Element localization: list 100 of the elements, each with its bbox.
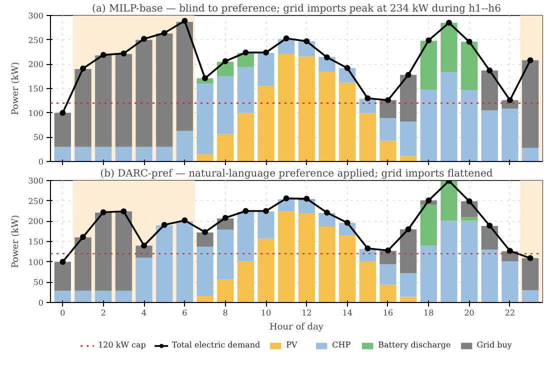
bar: [460, 217, 478, 221]
bar: [440, 22, 458, 72]
bar: [420, 246, 437, 302]
y-axis-title: Power (kW): [11, 62, 22, 116]
bar: [359, 112, 376, 162]
bar: [318, 226, 336, 302]
bar: [74, 146, 92, 162]
point: [344, 65, 350, 72]
bar: [136, 40, 152, 147]
bar: [217, 279, 234, 302]
bar: [502, 261, 518, 302]
bar: [380, 118, 396, 141]
point: [384, 97, 391, 104]
bar: [460, 42, 478, 90]
bar: [258, 86, 274, 162]
bar: [196, 84, 214, 154]
point: [100, 209, 106, 216]
bar: [115, 211, 132, 291]
point: [80, 66, 86, 72]
point: [263, 208, 270, 214]
point: [263, 49, 270, 56]
bar: [380, 140, 396, 162]
bar: [440, 180, 458, 221]
bar: [258, 238, 274, 302]
point: [324, 54, 330, 60]
bar: [522, 258, 539, 290]
point: [304, 38, 310, 44]
point: [384, 247, 391, 254]
x-tick-label: 0: [60, 308, 66, 318]
bar: [338, 236, 356, 302]
y-tick-label: 0: [38, 158, 44, 166]
x-tick-label: 16: [382, 308, 394, 318]
bar: [115, 146, 132, 162]
bar: [115, 54, 132, 147]
point: [466, 198, 472, 204]
bar: [156, 146, 173, 162]
point: [506, 97, 513, 104]
point: [527, 57, 534, 64]
point: [60, 110, 66, 116]
bar: [176, 130, 194, 162]
point: [364, 245, 371, 252]
point: [304, 196, 310, 202]
y-tick-label: 100: [28, 108, 44, 118]
bar: [400, 122, 417, 156]
bar: [237, 212, 254, 262]
x-tick-label: 8: [222, 308, 228, 318]
bar: [196, 232, 214, 247]
point: [283, 35, 290, 42]
point: [161, 222, 168, 228]
bar: [298, 200, 315, 214]
x-tick-label: 22: [504, 308, 516, 318]
bar: [136, 258, 152, 302]
bar: [258, 52, 274, 86]
point: [405, 72, 412, 78]
bar: [217, 76, 234, 134]
bar: [420, 89, 437, 162]
bar: [54, 146, 72, 162]
point: [283, 195, 290, 202]
bar: [54, 262, 72, 291]
bar: [460, 90, 478, 162]
bar: [176, 22, 194, 131]
point: [182, 217, 188, 224]
bar: [380, 250, 396, 264]
point: [242, 49, 249, 56]
bar: [522, 148, 539, 162]
legend-label: PV: [286, 340, 298, 350]
legend-label: Grid buy: [476, 340, 512, 350]
x-tick-label: 6: [182, 308, 188, 318]
bar: [380, 264, 396, 285]
point: [344, 220, 350, 226]
point: [466, 38, 472, 45]
bar: [400, 229, 417, 274]
x-tick-label: 12: [302, 308, 312, 318]
bar: [481, 110, 498, 162]
point: [60, 258, 66, 265]
bar: [74, 237, 92, 291]
point: [486, 222, 493, 229]
y-tick-label: 300: [28, 176, 44, 186]
bar: [95, 290, 112, 302]
bar: [237, 67, 254, 113]
bar: [95, 55, 112, 147]
bar: [359, 261, 376, 302]
point: [222, 214, 228, 221]
bar: [481, 250, 498, 302]
bar: [278, 54, 295, 162]
bar: [318, 71, 336, 162]
bar: [420, 204, 437, 246]
y-tick-label: 100: [28, 258, 44, 267]
bar: [156, 225, 173, 302]
bar: [420, 40, 437, 90]
bar: [440, 220, 458, 302]
y-axis-title: Power (kW): [11, 214, 22, 268]
point: [120, 50, 127, 56]
bar: [95, 146, 112, 162]
bar: [338, 82, 356, 162]
bar: [156, 34, 173, 147]
point: [242, 208, 249, 214]
bar: [196, 296, 214, 302]
bar: [196, 154, 214, 162]
bar: [400, 156, 417, 162]
